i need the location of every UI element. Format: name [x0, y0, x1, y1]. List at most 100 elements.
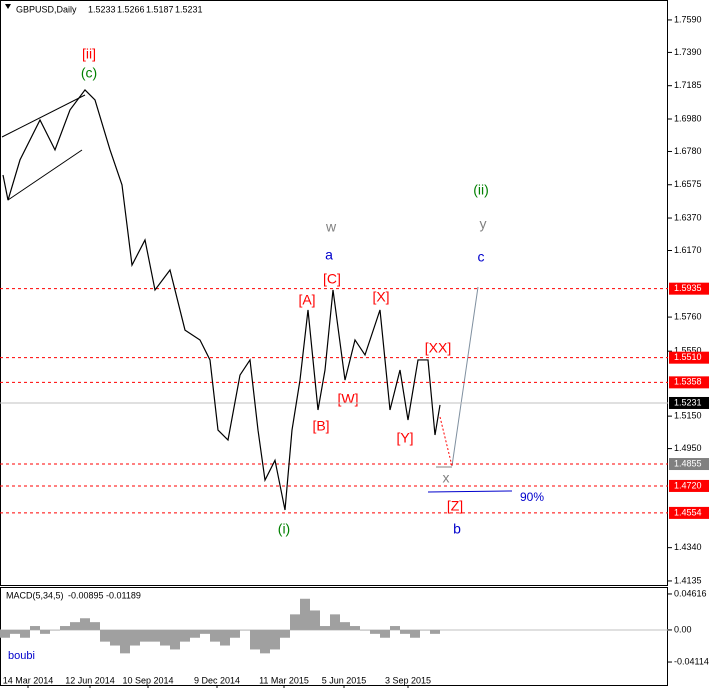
level-label: 1.4855 — [674, 458, 702, 468]
fib-label: 90% — [520, 490, 544, 504]
y-tick-label: 1.6575 — [674, 179, 702, 189]
y-tick-label: 1.7590 — [674, 14, 702, 24]
macd-bar — [380, 629, 390, 638]
x-tick-label: 10 Sep 2014 — [122, 675, 173, 685]
wave-label: x — [443, 470, 450, 486]
macd-signal: -0.01189 — [106, 590, 141, 600]
y-tick-label: 1.6370 — [674, 212, 702, 222]
y-tick-label: 1.5760 — [674, 311, 702, 321]
ohlc-low: 1.5187 — [146, 4, 174, 14]
ohlc-close: 1.5231 — [175, 4, 203, 14]
macd-bar — [50, 629, 60, 631]
y-tick-label: 1.6780 — [674, 146, 702, 156]
level-label: 1.5358 — [674, 377, 702, 387]
macd-bar — [270, 629, 280, 650]
x-tick-label: 9 Dec 2014 — [194, 675, 240, 685]
macd-bar — [390, 626, 400, 630]
y-tick-label: 1.5550 — [674, 346, 702, 356]
level-box — [669, 282, 709, 295]
macd-bar — [280, 629, 290, 638]
macd-bar — [150, 629, 160, 642]
level-box — [669, 458, 709, 471]
macd-title: MACD(5,34,5) — [6, 590, 64, 600]
wave-label: c — [478, 249, 485, 265]
wave-label: (c) — [81, 65, 97, 81]
x-tick-label: 12 Jun 2014 — [65, 675, 115, 685]
author: boubi — [8, 650, 35, 662]
macd-bar — [320, 626, 330, 630]
projection-line — [451, 286, 479, 467]
level-label: 1.5935 — [674, 283, 702, 293]
macd-bar — [430, 629, 440, 634]
macd-bar — [10, 629, 20, 634]
x-tick-label: 14 Mar 2014 — [3, 675, 54, 685]
level-box — [669, 506, 709, 519]
macd-bar — [130, 629, 140, 646]
macd-bar — [40, 629, 50, 634]
macd-bar — [110, 629, 120, 646]
macd-bar — [230, 629, 240, 638]
macd-bar — [260, 629, 270, 654]
level-label: 1.5231 — [674, 397, 702, 407]
y-tick-label: 1.4950 — [674, 443, 702, 453]
x-tick-label: 5 Jun 2015 — [322, 675, 367, 685]
wave-label: [C] — [323, 271, 341, 287]
macd-tick-label: 0.04616 — [674, 588, 707, 598]
macd-bar — [400, 629, 410, 634]
macd-bar — [350, 626, 360, 630]
wave-label: [ii] — [82, 46, 96, 62]
macd-bar — [60, 626, 70, 630]
y-tick-label: 1.7390 — [674, 47, 702, 57]
y-tick-label: 1.4340 — [674, 542, 702, 552]
y-tick-label: 1.5150 — [674, 411, 702, 421]
y-tick-label: 1.7185 — [674, 80, 702, 90]
wave-label: w — [325, 219, 337, 235]
wave-label: b — [453, 521, 461, 537]
wave-label: (ii) — [473, 182, 489, 198]
level-label: 1.5510 — [674, 352, 702, 362]
wave-label: [B] — [312, 418, 329, 434]
macd-bar — [90, 622, 100, 630]
symbol: GBPUSD,Daily — [16, 4, 77, 14]
y-tick-label: 1.4135 — [674, 575, 702, 585]
macd-bar — [30, 626, 40, 630]
macd-main: -0.00895 — [68, 590, 104, 600]
macd-bar — [360, 629, 370, 631]
macd-bar — [210, 629, 220, 642]
macd-bar — [80, 618, 90, 630]
macd-bar — [250, 629, 260, 650]
macd-bar — [220, 629, 230, 646]
wave-label: [XX] — [425, 340, 451, 356]
wave-label: [Y] — [396, 430, 413, 446]
macd-bar — [160, 629, 170, 646]
wave-label: [X] — [372, 289, 389, 305]
level-box — [669, 396, 709, 409]
macd-bar — [300, 598, 310, 630]
y-tick-label: 1.6170 — [674, 245, 702, 255]
macd-bar — [100, 629, 110, 642]
level-label: 1.4554 — [674, 507, 702, 517]
projection-line — [439, 416, 453, 467]
menu-arrow — [5, 4, 11, 9]
macd-bar — [20, 629, 30, 638]
macd-bar — [340, 622, 350, 630]
macd-bar — [240, 629, 250, 631]
y-tick-label: 1.6980 — [674, 113, 702, 123]
macd-bar — [190, 629, 200, 638]
fib-line — [427, 490, 513, 493]
price-line — [2, 89, 441, 511]
macd-bar — [70, 622, 80, 630]
macd-bar — [290, 614, 300, 630]
wave-label: (i) — [278, 521, 290, 537]
level-box — [669, 479, 709, 492]
wave-label: [A] — [298, 292, 315, 308]
level-label: 1.4720 — [674, 480, 702, 490]
macd-tick-label: -0.04114 — [674, 656, 709, 666]
macd-bar — [170, 629, 180, 650]
wave-label: a — [325, 247, 333, 263]
level-box — [669, 376, 709, 389]
macd-bar — [180, 629, 190, 642]
macd-bar — [0, 629, 10, 638]
macd-bar — [200, 629, 210, 634]
